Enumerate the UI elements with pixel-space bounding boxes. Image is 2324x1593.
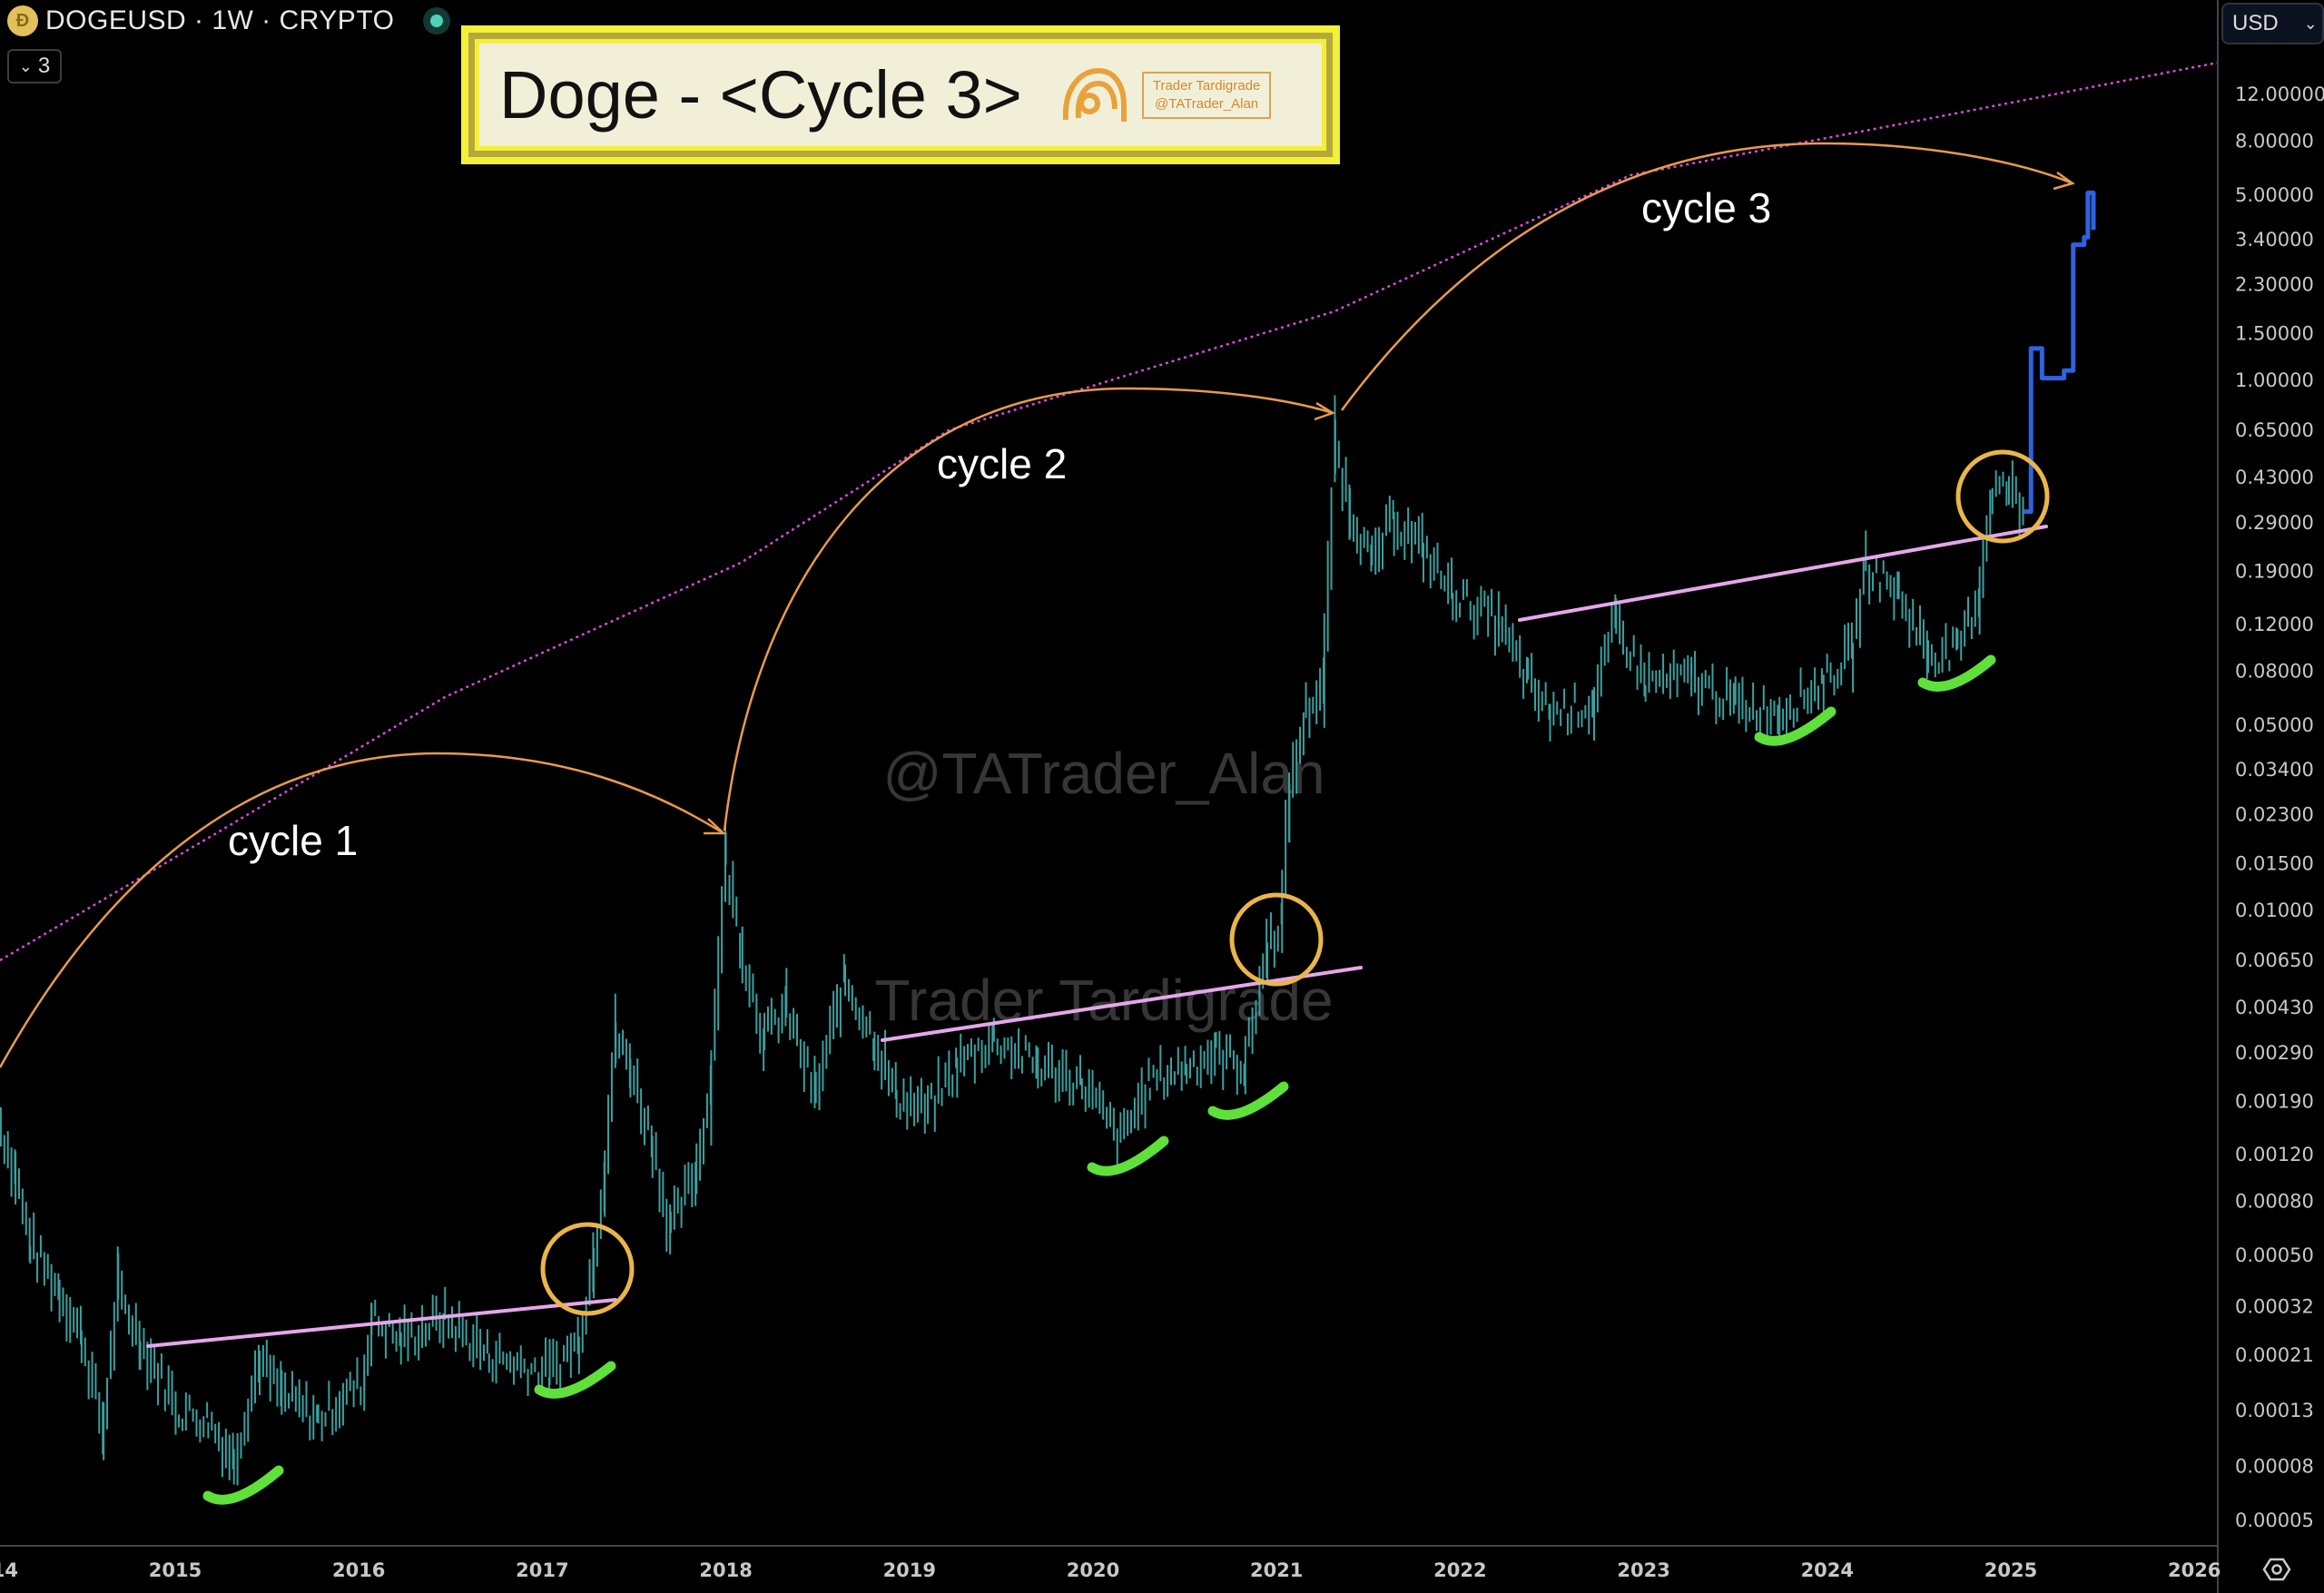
check-mark — [534, 1361, 616, 1399]
check-mark — [1917, 654, 1996, 692]
price-tick-label: 1.00000 — [2235, 369, 2314, 391]
trendlines — [146, 525, 2048, 1348]
cycle-3-arc — [1340, 142, 2073, 411]
price-tick-label: 1.50000 — [2235, 323, 2314, 345]
author-badge: Trader Tardigrade @TATrader_Alan — [1141, 71, 1272, 119]
price-tick-label: 0.00650 — [2235, 949, 2314, 971]
breakout-circle — [1955, 449, 2050, 544]
arrow-head-icon — [2053, 171, 2075, 191]
price-tick-label: 0.03400 — [2235, 759, 2314, 781]
breakout-circles — [540, 449, 2050, 1316]
settings-hexagon-icon[interactable] — [2262, 1558, 2291, 1581]
price-tick-label: 0.00190 — [2235, 1091, 2314, 1113]
check-mark — [1087, 1136, 1169, 1176]
time-tick-label: 2016 — [332, 1559, 385, 1581]
price-tick-label: 0.05000 — [2235, 714, 2314, 736]
time-tick-label: 2025 — [1984, 1559, 2037, 1581]
price-tick-label: 0.43000 — [2235, 467, 2314, 488]
symbol-header[interactable]: Ð DOGEUSD · 1W · CRYPTO — [7, 5, 451, 36]
price-tick-label: 0.01500 — [2235, 853, 2314, 875]
check-mark — [1754, 706, 1837, 746]
cycle-1-arc — [0, 752, 724, 1068]
doge-coin-icon: Ð — [7, 5, 38, 36]
price-axis[interactable]: 12.00000 8.00000 5.00000 3.40000 2.30000 1.50… — [2235, 84, 2324, 1531]
time-tick-label: 2020 — [1067, 1559, 1119, 1581]
time-tick-label: 2023 — [1617, 1559, 1669, 1581]
candle-series — [0, 395, 2024, 1486]
watermarks: @TATrader_Alan Trader Tardigrade — [874, 741, 1333, 1033]
chevron-down-icon: ⌄ — [2303, 14, 2318, 33]
price-tick-label: 0.00021 — [2235, 1344, 2314, 1366]
price-tick-label: 0.00005 — [2235, 1509, 2314, 1531]
time-tick-label: 2022 — [1433, 1559, 1486, 1581]
indicators-toggle-button[interactable]: ⌄ 3 — [7, 49, 62, 84]
price-tick-label: 0.00050 — [2235, 1244, 2314, 1266]
badge-brand: Trader Tardigrade — [1152, 77, 1261, 93]
time-tick-label: 2014 — [0, 1559, 18, 1581]
cycle-2-trendline — [881, 966, 1363, 1042]
chart-title: Doge - <Cycle 3> — [499, 57, 1022, 133]
time-tick-label: 2017 — [516, 1559, 568, 1581]
price-tick-label: 0.00080 — [2235, 1190, 2314, 1212]
time-tick-label: 2026 — [2168, 1559, 2221, 1581]
watermark-brand: Trader Tardigrade — [874, 968, 1333, 1033]
price-tick-label: 0.00120 — [2235, 1144, 2314, 1165]
currency-select[interactable]: USD ⌄ — [2221, 3, 2324, 44]
cycle-labels: cycle 1 cycle 2 cycle 3 — [228, 184, 1771, 864]
bottom-checkmarks — [202, 654, 1996, 1505]
price-tick-label: 5.00000 — [2235, 184, 2314, 206]
watermark-handle: @TATrader_Alan — [882, 741, 1324, 806]
cycle-2-arc — [723, 387, 1334, 831]
cycle-2-label: cycle 2 — [937, 440, 1067, 487]
arrow-head-icon — [1314, 401, 1335, 421]
cycle-1-trendline — [146, 1298, 617, 1348]
cycle-arcs — [0, 142, 2075, 1068]
symbol-title: DOGEUSD · 1W · CRYPTO — [45, 5, 395, 35]
price-tick-label: 0.19000 — [2235, 561, 2314, 583]
check-mark — [1207, 1081, 1289, 1120]
badge-handle: @TATrader_Alan — [1154, 95, 1259, 112]
log-regression-curve — [0, 61, 2219, 962]
cycle-3-trendline — [1518, 525, 2048, 622]
price-tick-label: 0.00032 — [2235, 1296, 2314, 1318]
arrow-head-icon — [704, 818, 727, 835]
breakout-circle — [1229, 892, 1324, 987]
price-tick-label: 2.30000 — [2235, 273, 2314, 295]
time-axis[interactable]: 2014 2015 2016 2017 2018 2019 2020 2021 2022 2023… — [0, 1559, 2221, 1581]
projection-line — [2024, 191, 2096, 515]
indicator-count: 3 — [37, 54, 51, 78]
price-tick-label: 0.29000 — [2235, 512, 2314, 534]
time-tick-label: 2018 — [699, 1559, 752, 1581]
price-tick-label: 0.00430 — [2235, 997, 2314, 1018]
cycle-1-label: cycle 1 — [228, 817, 358, 864]
title-banner: Doge - <Cycle 3> Trader Tardigrade @TATr… — [461, 25, 1340, 164]
time-tick-label: 2024 — [1801, 1559, 1854, 1581]
breakout-circle — [540, 1222, 635, 1316]
cycle-3-label: cycle 3 — [1641, 184, 1771, 231]
currency-value: USD — [2232, 11, 2279, 35]
time-tick-label: 2021 — [1250, 1559, 1303, 1581]
price-tick-label: 12.00000 — [2235, 84, 2324, 105]
time-tick-label: 2015 — [149, 1559, 202, 1581]
price-tick-label: 0.00013 — [2235, 1400, 2314, 1421]
price-tick-label: 0.02300 — [2235, 803, 2314, 825]
time-tick-label: 2019 — [883, 1559, 936, 1581]
price-tick-label: 0.01000 — [2235, 900, 2314, 921]
price-tick-label: 0.65000 — [2235, 419, 2314, 441]
price-tick-label: 0.00008 — [2235, 1455, 2314, 1477]
check-mark — [202, 1465, 284, 1505]
price-tick-label: 0.00290 — [2235, 1042, 2314, 1064]
market-open-dot-icon — [423, 7, 451, 34]
tardigrade-logo-icon — [1062, 67, 1127, 122]
price-tick-label: 0.12000 — [2235, 614, 2314, 635]
price-tick-label: 3.40000 — [2235, 229, 2314, 251]
chevron-down-icon: ⌄ — [18, 56, 33, 75]
price-tick-label: 0.08000 — [2235, 660, 2314, 682]
price-tick-label: 8.00000 — [2235, 130, 2314, 152]
